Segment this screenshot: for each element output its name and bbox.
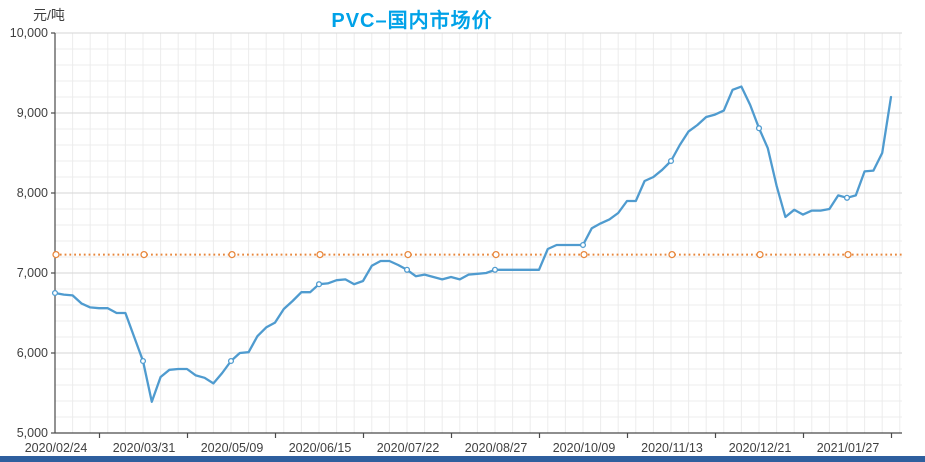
- price-marker: [667, 157, 675, 165]
- reference-marker: [228, 250, 236, 259]
- y-tick-label: 10,000: [10, 26, 48, 40]
- price-marker: [139, 357, 147, 365]
- reference-marker: [404, 250, 412, 259]
- x-tick-label: 2020/08/27: [465, 441, 528, 455]
- reference-marker: [580, 250, 588, 259]
- price-marker: [491, 266, 499, 273]
- y-axis-unit-label: 元/吨: [33, 7, 65, 23]
- axis-labels: 10,000 9,000 8,000 7,000 6,000 5,0002020/02/2…: [10, 26, 880, 455]
- x-tick-label: 2020/03/31: [113, 441, 176, 455]
- y-tick-label: 8,000: [17, 186, 48, 200]
- price-marker: [403, 266, 411, 273]
- x-tick-label: 2020/10/09: [553, 441, 616, 455]
- reference-marker: [492, 250, 500, 259]
- reference-marker: [140, 250, 148, 259]
- price-marker: [315, 281, 323, 288]
- y-tick-label: 5,000: [17, 426, 48, 440]
- reference-marker: [52, 250, 60, 259]
- y-tick-label: 7,000: [17, 266, 48, 280]
- x-tick-label: 2020/12/21: [729, 441, 792, 455]
- axes: [51, 32, 902, 438]
- y-tick-label: 6,000: [17, 346, 48, 360]
- reference-marker: [316, 250, 324, 259]
- reference-marker: [668, 250, 676, 259]
- gridlines-horizontal: [55, 32, 902, 418]
- price-series: [51, 85, 893, 403]
- x-tick-label: 2020/07/22: [377, 441, 440, 455]
- reference-marker: [844, 250, 852, 259]
- x-tick-label: 2020/05/09: [201, 441, 264, 455]
- price-marker: [755, 125, 763, 132]
- price-marker: [227, 357, 235, 365]
- chart-title: PVC–国内市场价: [331, 10, 493, 32]
- price-marker: [843, 194, 851, 201]
- gridlines-vertical: [72, 33, 901, 433]
- y-tick-label: 9,000: [17, 106, 48, 120]
- x-tick-label: 2020/02/24: [25, 441, 88, 455]
- price-marker: [51, 289, 59, 297]
- price-marker: [579, 241, 587, 249]
- x-tick-label: 2020/06/15: [289, 441, 352, 455]
- reference-marker: [756, 250, 764, 259]
- reference-line: [52, 250, 902, 259]
- x-tick-label: 2021/01/27: [817, 441, 880, 455]
- bottom-edge-bar: [0, 456, 925, 462]
- x-tick-label: 2020/11/13: [641, 441, 703, 455]
- price-line: [53, 85, 893, 403]
